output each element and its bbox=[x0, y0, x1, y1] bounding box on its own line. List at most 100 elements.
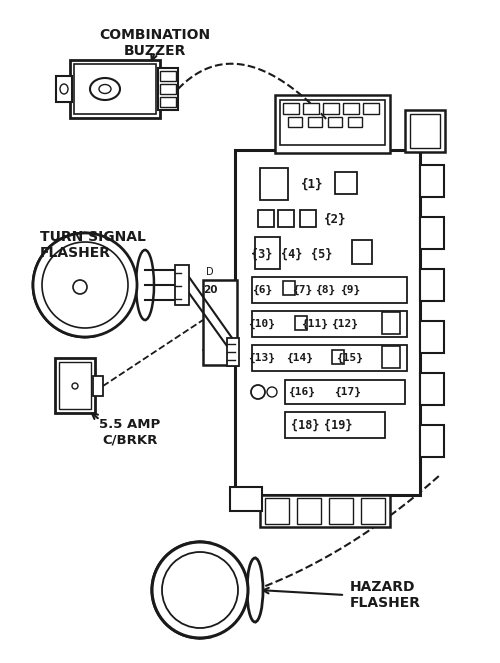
Bar bbox=[420, 321, 444, 353]
Bar bbox=[55, 358, 95, 413]
Bar bbox=[93, 376, 103, 396]
Text: TURN SIGNAL
FLASHER: TURN SIGNAL FLASHER bbox=[40, 230, 146, 260]
Bar bbox=[288, 117, 302, 127]
Bar bbox=[252, 311, 407, 337]
Text: {15}: {15} bbox=[336, 353, 363, 363]
Bar bbox=[300, 210, 316, 227]
Bar bbox=[74, 64, 156, 114]
Bar bbox=[420, 373, 444, 405]
Circle shape bbox=[152, 542, 248, 638]
Text: {14}: {14} bbox=[286, 353, 314, 363]
Text: {12}: {12} bbox=[332, 319, 358, 329]
Bar bbox=[260, 168, 288, 200]
Bar bbox=[283, 281, 295, 295]
Circle shape bbox=[73, 280, 87, 294]
Bar bbox=[158, 68, 178, 110]
Bar bbox=[258, 210, 274, 227]
Bar bbox=[420, 425, 444, 457]
Bar bbox=[420, 217, 444, 249]
Bar bbox=[328, 117, 342, 127]
Bar bbox=[252, 277, 407, 303]
Text: {4}: {4} bbox=[282, 247, 302, 261]
Circle shape bbox=[162, 552, 238, 628]
Bar bbox=[56, 76, 72, 102]
Text: {8}: {8} bbox=[315, 285, 335, 295]
Bar bbox=[59, 362, 91, 409]
Circle shape bbox=[162, 552, 238, 628]
Bar bbox=[303, 103, 319, 114]
Bar bbox=[227, 338, 239, 366]
Text: D: D bbox=[206, 267, 214, 277]
Bar bbox=[160, 84, 176, 94]
Bar bbox=[160, 71, 176, 81]
Text: {2}: {2} bbox=[324, 213, 346, 225]
Bar bbox=[278, 210, 294, 227]
Circle shape bbox=[33, 233, 137, 337]
Bar bbox=[230, 487, 262, 511]
Bar bbox=[297, 498, 321, 524]
Bar bbox=[361, 498, 385, 524]
Text: {18}: {18} bbox=[291, 418, 320, 432]
Bar bbox=[203, 280, 237, 365]
Bar bbox=[285, 412, 385, 438]
Bar bbox=[275, 95, 390, 153]
Bar bbox=[308, 117, 322, 127]
Ellipse shape bbox=[247, 558, 263, 622]
Bar bbox=[382, 312, 400, 334]
Bar bbox=[200, 542, 255, 638]
Bar bbox=[352, 240, 372, 264]
Text: {6}: {6} bbox=[252, 285, 272, 295]
Ellipse shape bbox=[60, 84, 68, 94]
Circle shape bbox=[72, 383, 78, 389]
Bar bbox=[363, 103, 379, 114]
Text: {3}: {3} bbox=[252, 247, 272, 261]
Text: {16}: {16} bbox=[288, 387, 316, 397]
Bar bbox=[260, 495, 390, 527]
Bar bbox=[283, 103, 299, 114]
Text: {1}: {1} bbox=[301, 178, 323, 190]
Bar bbox=[332, 350, 344, 364]
Bar bbox=[252, 345, 407, 371]
Text: {10}: {10} bbox=[248, 319, 276, 329]
Bar bbox=[323, 103, 339, 114]
Text: HAZARD
FLASHER: HAZARD FLASHER bbox=[350, 580, 421, 610]
Text: {11}: {11} bbox=[302, 319, 328, 329]
Circle shape bbox=[251, 385, 265, 399]
Circle shape bbox=[73, 280, 87, 294]
Bar bbox=[420, 269, 444, 301]
Bar bbox=[348, 117, 362, 127]
Text: 5.5 AMP
C/BRKR: 5.5 AMP C/BRKR bbox=[100, 418, 160, 446]
Bar bbox=[235, 150, 420, 495]
Bar bbox=[335, 172, 357, 194]
Text: {17}: {17} bbox=[334, 387, 361, 397]
Circle shape bbox=[33, 233, 137, 337]
Ellipse shape bbox=[99, 84, 111, 93]
Bar bbox=[265, 498, 289, 524]
Text: {9}: {9} bbox=[340, 285, 360, 295]
Text: {7}: {7} bbox=[292, 285, 312, 295]
Bar bbox=[280, 100, 385, 145]
Bar bbox=[410, 114, 440, 148]
Text: {13}: {13} bbox=[248, 353, 276, 363]
Circle shape bbox=[152, 542, 248, 638]
Bar bbox=[160, 97, 176, 107]
Circle shape bbox=[42, 242, 128, 328]
Text: {19}: {19} bbox=[324, 418, 352, 432]
Circle shape bbox=[267, 387, 277, 397]
Bar bbox=[85, 233, 145, 337]
Bar bbox=[175, 265, 189, 305]
Bar bbox=[70, 60, 160, 118]
Bar bbox=[382, 346, 400, 368]
Bar bbox=[420, 165, 444, 197]
Bar bbox=[405, 110, 445, 152]
Text: 20: 20 bbox=[203, 285, 217, 295]
Bar bbox=[343, 103, 359, 114]
Ellipse shape bbox=[90, 78, 120, 100]
Bar bbox=[285, 380, 405, 404]
Circle shape bbox=[42, 242, 128, 328]
Text: COMBINATION
BUZZER: COMBINATION BUZZER bbox=[100, 28, 210, 58]
Bar bbox=[329, 498, 353, 524]
Text: {5}: {5} bbox=[312, 247, 332, 261]
Bar bbox=[295, 316, 307, 330]
Bar bbox=[255, 237, 280, 269]
